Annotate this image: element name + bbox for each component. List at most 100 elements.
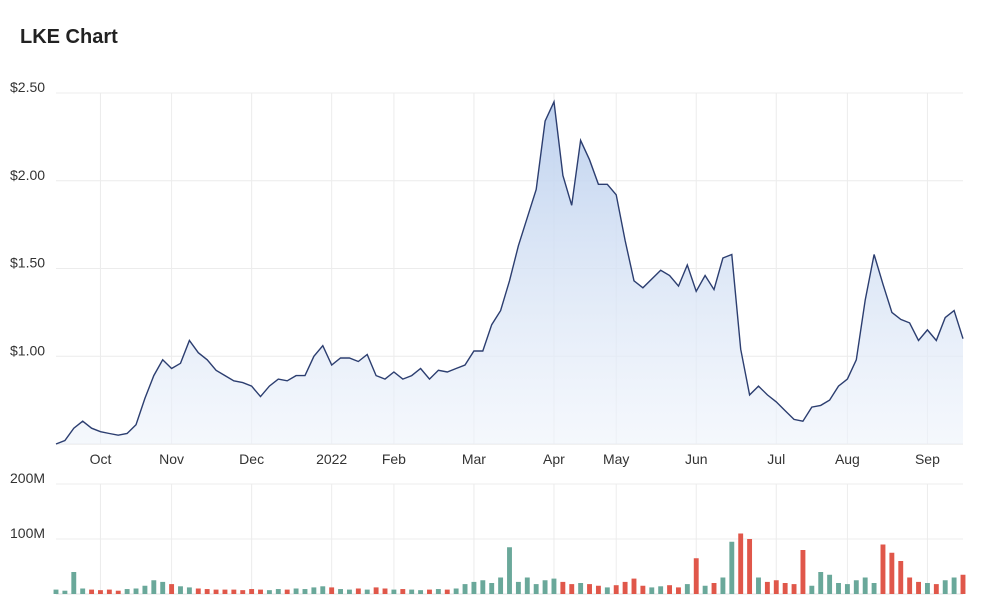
volume-bar xyxy=(471,581,477,594)
y-tick-label: $2.50 xyxy=(10,79,45,95)
volume-bar xyxy=(684,584,690,594)
volume-bar xyxy=(569,584,575,594)
volume-bar xyxy=(640,585,646,594)
volume-bar xyxy=(844,584,850,594)
volume-bar xyxy=(631,578,637,594)
volume-bar xyxy=(346,589,352,594)
volume-bar xyxy=(302,589,308,594)
volume-bar xyxy=(764,581,770,594)
volume-bar xyxy=(862,577,868,594)
volume-bar xyxy=(613,585,619,594)
volume-bar xyxy=(293,588,299,594)
volume-bar xyxy=(329,587,335,594)
volume-bar xyxy=(71,572,77,594)
volume-bar xyxy=(213,589,219,594)
volume-bar xyxy=(587,584,592,594)
volume-bar xyxy=(115,590,121,594)
x-tick-label: May xyxy=(603,451,629,467)
volume-bar xyxy=(702,585,708,594)
volume-bar xyxy=(933,584,939,594)
volume-bar xyxy=(124,589,130,594)
price-line xyxy=(55,99,964,445)
area-fill xyxy=(56,101,963,445)
volume-bar xyxy=(711,583,717,594)
volume-bar xyxy=(693,558,699,594)
volume-bar xyxy=(489,583,495,594)
volume-bar xyxy=(649,587,655,594)
volume-bar xyxy=(151,580,157,594)
volume-bar xyxy=(782,583,788,594)
volume-bar xyxy=(186,587,192,594)
volume-bar xyxy=(542,580,548,594)
volume-bar xyxy=(498,577,504,594)
volume-bar xyxy=(560,581,566,594)
volume-bar xyxy=(427,589,432,594)
volume-bar xyxy=(355,588,361,594)
volume-bar xyxy=(729,541,735,594)
volume-bar xyxy=(595,585,601,594)
volume-bar xyxy=(667,585,673,594)
volume-bar xyxy=(320,586,326,594)
volume-bar xyxy=(284,589,290,594)
volume-bar xyxy=(160,581,166,594)
volume-bar xyxy=(142,585,148,594)
y-tick-label: 100M xyxy=(10,525,45,541)
volume-bar xyxy=(89,589,95,594)
volume-bar xyxy=(266,590,272,594)
volume-bar xyxy=(275,589,281,594)
volume-bar xyxy=(382,588,388,594)
volume-bar xyxy=(809,585,815,594)
volume-bar xyxy=(853,580,859,594)
y-tick-label: 200M xyxy=(10,470,45,486)
volume-bar xyxy=(871,583,877,594)
volume-bar xyxy=(338,589,343,594)
y-tick-label: $2.00 xyxy=(10,167,45,183)
volume-bar xyxy=(658,586,664,594)
y-tick-label: $1.50 xyxy=(10,255,45,271)
volume-bar xyxy=(222,589,228,594)
volume-bar xyxy=(578,583,584,594)
x-tick-label: Dec xyxy=(239,451,264,467)
volume-bar xyxy=(418,590,424,594)
volume-bar xyxy=(62,590,68,594)
x-tick-label: Nov xyxy=(159,451,184,467)
volume-bar xyxy=(231,589,237,594)
x-tick-label: Apr xyxy=(543,451,565,467)
volume-bar xyxy=(747,539,753,594)
volume-bar xyxy=(791,584,797,594)
volume-bar xyxy=(453,588,459,594)
volume-bar xyxy=(106,589,112,594)
volume-bar xyxy=(311,587,317,594)
x-tick-label: 2022 xyxy=(316,451,347,467)
volume-bar xyxy=(507,547,512,594)
volume-bar xyxy=(622,581,628,594)
volume-bar xyxy=(435,589,441,594)
volume-bar xyxy=(889,552,895,594)
volume-bar xyxy=(169,584,175,594)
chart-title: LKE Chart xyxy=(20,26,118,48)
volume-bar xyxy=(720,577,726,594)
volume-bar xyxy=(400,589,406,594)
volume-bar xyxy=(195,588,201,594)
volume-bar xyxy=(515,581,521,594)
volume-bar xyxy=(524,577,530,594)
volume-bar xyxy=(364,589,370,594)
volume-bar xyxy=(373,587,379,594)
volume-bar xyxy=(907,577,913,594)
volume-bar xyxy=(676,587,681,594)
volume-bar xyxy=(178,586,183,594)
volume-bar xyxy=(391,589,397,594)
x-tick-label: Jun xyxy=(685,451,708,467)
volume-bar xyxy=(444,589,450,594)
volume-bar xyxy=(480,580,486,594)
volume-bar xyxy=(916,581,921,594)
volume-bar xyxy=(836,583,841,594)
volume-bar xyxy=(133,588,139,594)
volume-bar xyxy=(604,587,610,594)
volume-bar xyxy=(951,577,957,594)
volume-bar xyxy=(800,550,806,594)
x-tick-label: Feb xyxy=(382,451,406,467)
volume-bar xyxy=(249,589,255,594)
y-tick-label: $1.00 xyxy=(10,342,45,358)
